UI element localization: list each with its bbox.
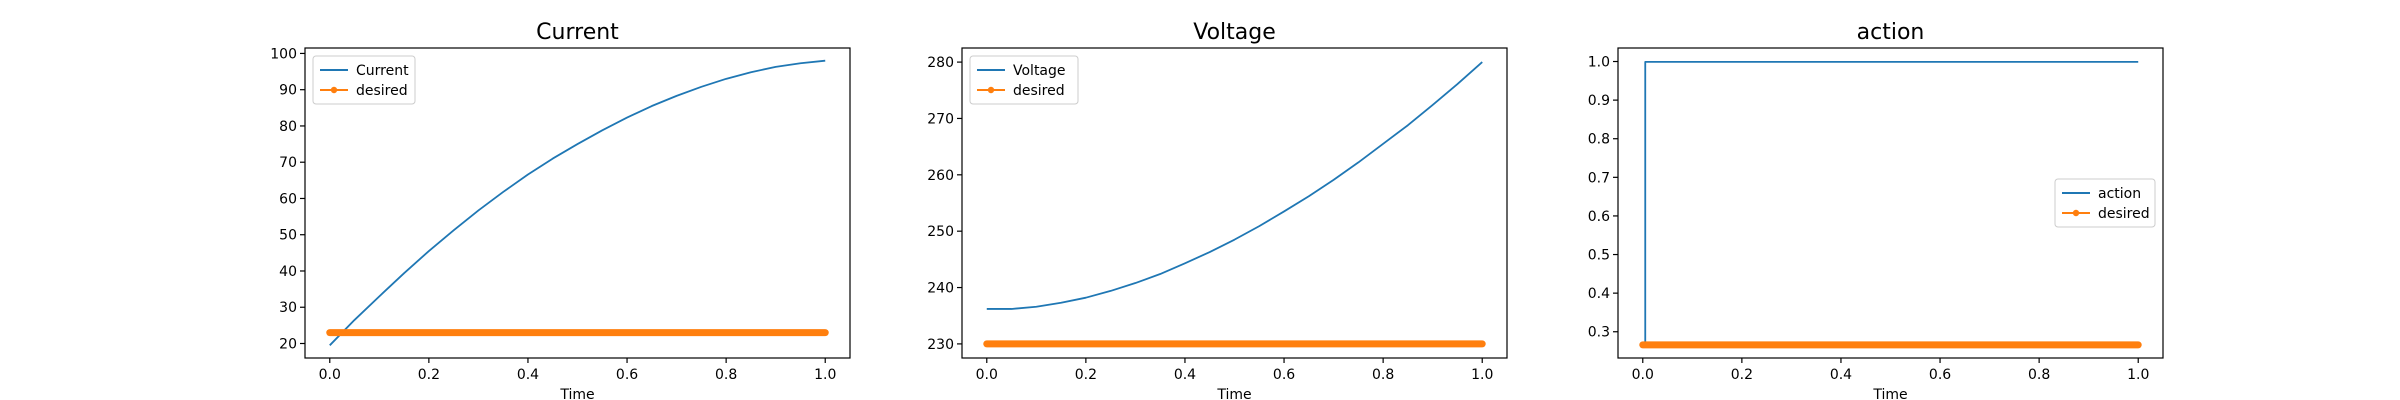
current-legend: Current desired — [312, 55, 416, 105]
voltage-xtick-label: 0.4 — [1174, 367, 1196, 383]
action-axes-frame — [1617, 47, 2164, 359]
current-ytick-label: 100 — [270, 46, 297, 62]
action-xtick-label: 0.2 — [1731, 367, 1753, 383]
current-legend-label: Current — [356, 63, 409, 79]
action-xtick-label: 1.0 — [2127, 367, 2149, 383]
action-ytick-label: 1.0 — [1588, 55, 1610, 71]
current-current-line — [329, 59, 826, 346]
action-ytick-label: 0.6 — [1588, 209, 1610, 225]
action-subplot: action Time 0.0 0.2 0.4 0.6 0.8 1.0 0.3 0.4 0.5 0… — [1588, 20, 2164, 400]
voltage-ytick-label: 230 — [927, 337, 954, 353]
current-ytick-label: 80 — [279, 119, 297, 135]
voltage-ytick-label: 280 — [927, 55, 954, 71]
voltage-xlabel: Time — [1216, 387, 1251, 400]
current-legend-box — [312, 55, 416, 105]
action-legend-box — [2054, 178, 2156, 228]
current-xtick-label: 0.0 — [319, 367, 341, 383]
voltage-ytick-label: 250 — [927, 224, 954, 240]
voltage-voltage-line — [986, 61, 1483, 310]
current-legend-label: desired — [356, 83, 408, 99]
action-plot-area — [1639, 61, 2142, 349]
voltage-subplot: Voltage Time 0.0 0.2 0.4 0.6 0.8 1.0 230 240 250… — [927, 20, 1508, 400]
action-ytick-label: 0.8 — [1588, 132, 1610, 148]
current-xtick-label: 0.6 — [616, 367, 638, 383]
voltage-xtick-label: 0.6 — [1273, 367, 1295, 383]
action-ytick-label: 0.4 — [1588, 286, 1610, 302]
current-ytick-label: 30 — [279, 300, 297, 316]
action-legend: action desired — [2054, 178, 2156, 228]
action-xtick-label: 0.8 — [2028, 367, 2050, 383]
current-title: Current — [536, 20, 619, 45]
action-title: action — [1857, 20, 1925, 45]
voltage-legend-marker — [987, 86, 995, 94]
action-legend-marker — [2072, 209, 2080, 217]
current-subplot: Current Time 0.0 0.2 0.4 0.6 0.8 1.0 20 30 40 50 6… — [270, 20, 851, 400]
current-ytick-label: 90 — [279, 83, 297, 99]
voltage-axes-frame — [961, 47, 1508, 359]
voltage-xtick-label: 0.2 — [1075, 367, 1097, 383]
voltage-title: Voltage — [1193, 20, 1276, 45]
current-xtick-label: 0.4 — [517, 367, 539, 383]
voltage-legend-box — [969, 55, 1079, 105]
action-xlabel: Time — [1872, 387, 1907, 400]
action-ytick-label: 0.5 — [1588, 248, 1610, 264]
current-ytick-label: 60 — [279, 191, 297, 207]
voltage-legend-label: Voltage — [1013, 63, 1066, 79]
current-legend-marker — [330, 86, 338, 94]
current-ytick-label: 50 — [279, 228, 297, 244]
voltage-legend: Voltage desired — [969, 55, 1079, 105]
current-ytick-label: 70 — [279, 155, 297, 171]
current-ytick-label: 20 — [279, 336, 297, 352]
action-ytick-label: 0.9 — [1588, 93, 1610, 109]
current-xtick-label: 0.8 — [715, 367, 737, 383]
current-axes-frame — [304, 47, 851, 359]
current-plot-area — [326, 59, 829, 346]
action-ytick-label: 0.7 — [1588, 170, 1610, 186]
voltage-xtick-label: 0.0 — [976, 367, 998, 383]
action-legend-label: action — [2098, 186, 2141, 202]
current-xtick-label: 1.0 — [814, 367, 836, 383]
action-xtick-label: 0.6 — [1929, 367, 1951, 383]
current-xlabel: Time — [559, 387, 594, 400]
voltage-legend-label: desired — [1013, 83, 1065, 99]
action-xtick-label: 0.0 — [1632, 367, 1654, 383]
voltage-ytick-label: 260 — [927, 168, 954, 184]
voltage-xtick-label: 0.8 — [1372, 367, 1394, 383]
action-ytick-label: 0.3 — [1588, 325, 1610, 341]
current-xtick-label: 0.2 — [418, 367, 440, 383]
current-ytick-label: 40 — [279, 264, 297, 280]
voltage-plot-area — [983, 61, 1486, 348]
action-xtick-label: 0.4 — [1830, 367, 1852, 383]
voltage-ytick-label: 240 — [927, 281, 954, 297]
voltage-xtick-label: 1.0 — [1471, 367, 1493, 383]
action-legend-label: desired — [2098, 206, 2150, 222]
voltage-ytick-label: 270 — [927, 111, 954, 127]
